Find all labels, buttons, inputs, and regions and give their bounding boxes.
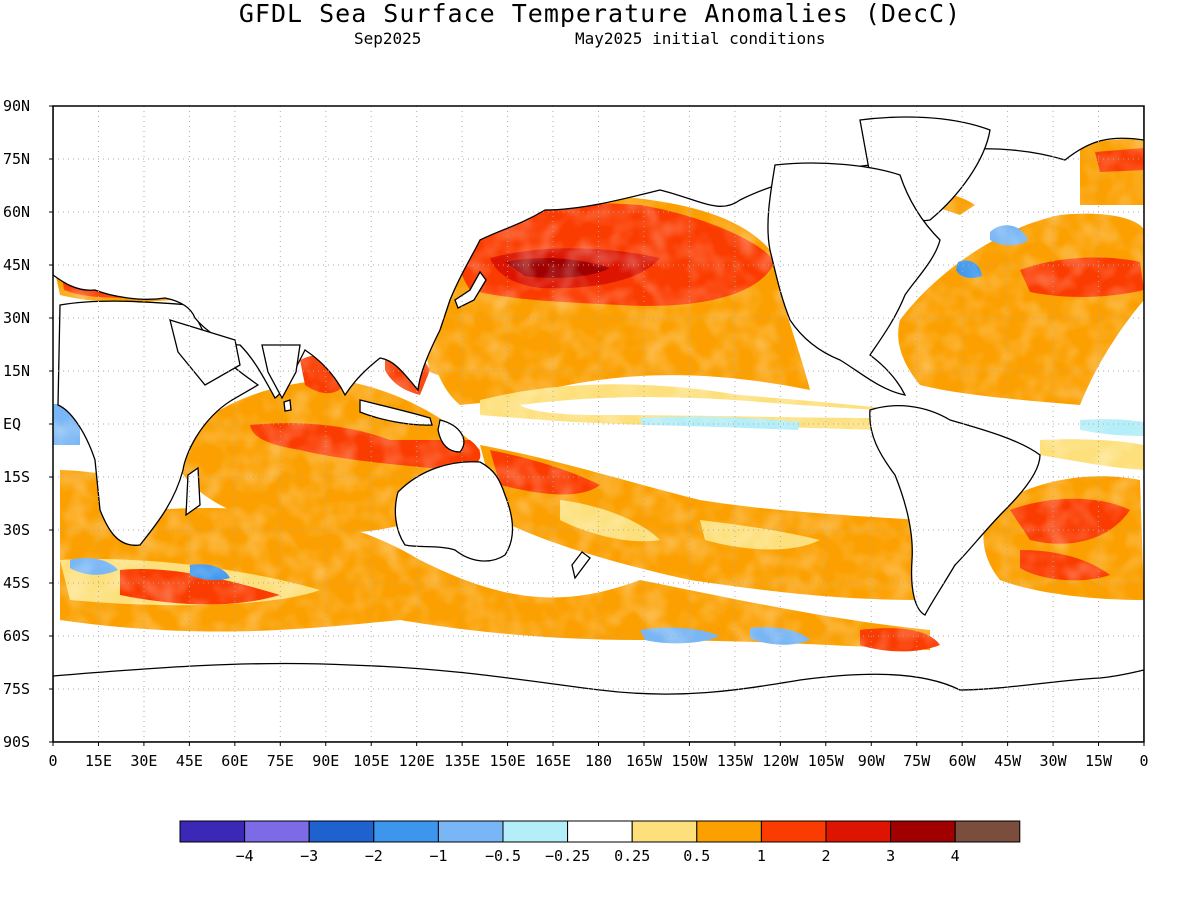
lat-tick-label: 60S — [3, 627, 30, 645]
latitude-axis: 90N 75N 60N 45N 30N 15N EQ 15S 30S 45S 60S 75S 90S — [3, 97, 53, 751]
colorbar-label: 3 — [886, 847, 895, 865]
lon-tick-label: 180 — [585, 752, 612, 770]
colorbar-swatch — [760, 820, 827, 843]
lon-tick-label: 165W — [626, 752, 663, 770]
colorbar-swatch — [567, 820, 633, 843]
lat-tick-label: 45S — [3, 574, 30, 592]
colorbar-label: −0.25 — [545, 847, 590, 865]
lon-tick-label: 75E — [267, 752, 294, 770]
colorbar-swatch — [308, 820, 375, 843]
colorbar-swatch — [179, 820, 246, 843]
lat-tick-label: 30S — [3, 521, 30, 539]
colorbar-label: −3 — [300, 847, 318, 865]
lat-tick-label: 75N — [3, 150, 30, 168]
lon-tick-label: 90E — [312, 752, 339, 770]
lon-tick-label: 150W — [671, 752, 708, 770]
lon-tick-label: 75W — [903, 752, 931, 770]
lat-tick-label: 60N — [3, 203, 30, 221]
colorbar-label: 2 — [821, 847, 830, 865]
colorbar-label: 1 — [757, 847, 766, 865]
lat-tick-label: 90S — [3, 733, 30, 751]
lon-tick-label: 45W — [994, 752, 1022, 770]
lon-tick-label: 45E — [176, 752, 203, 770]
lon-tick-label: 105E — [353, 752, 389, 770]
colorbar-swatch — [437, 820, 504, 843]
colorbar-label: 4 — [951, 847, 960, 865]
lat-tick-label: 15N — [3, 362, 30, 380]
colorbar-label: −0.5 — [485, 847, 521, 865]
lon-tick-label: 15E — [85, 752, 112, 770]
lon-tick-label: 30E — [130, 752, 157, 770]
lat-tick-label: 30N — [3, 309, 30, 327]
colorbar-label: 0.25 — [614, 847, 650, 865]
lon-tick-label: 150E — [490, 752, 526, 770]
lat-lon-grid — [53, 106, 1144, 742]
colorbar-swatch — [373, 820, 439, 843]
colorbar-swatch — [890, 820, 956, 843]
lon-tick-label: 0 — [48, 752, 57, 770]
colorbar-swatch — [502, 820, 569, 843]
valid-month-label: Sep2025 — [354, 29, 422, 48]
lon-tick-label: 60E — [221, 752, 248, 770]
lat-tick-label: 15S — [3, 468, 30, 486]
lat-tick-label: 45N — [3, 256, 30, 274]
initial-conditions-label: May2025 initial conditions — [575, 29, 826, 48]
lat-tick-label: 75S — [3, 680, 30, 698]
colorbar-swatch — [696, 820, 762, 843]
colorbar-label: −4 — [236, 847, 254, 865]
lon-tick-label: 15W — [1085, 752, 1113, 770]
colorbar-swatch — [954, 820, 1021, 843]
colorbar-label: −1 — [429, 847, 447, 865]
lon-tick-label: 135E — [444, 752, 480, 770]
lon-tick-label: 30W — [1040, 752, 1068, 770]
lat-tick-label: EQ — [3, 415, 21, 433]
coastlines — [53, 106, 1144, 742]
lon-tick-label: 135W — [717, 752, 754, 770]
lon-tick-label: 105W — [808, 752, 845, 770]
colorbar-label: 0.5 — [683, 847, 710, 865]
colorbar-label: −2 — [365, 847, 383, 865]
colorbar-swatch — [631, 820, 698, 843]
colorbar: −4 −3 −2 −1 −0.5 −0.25 0.25 0.5 1 2 3 4 — [179, 820, 1021, 865]
lon-tick-label: 90W — [858, 752, 886, 770]
lon-tick-label: 0 — [1139, 752, 1148, 770]
figure-title: GFDL Sea Surface Temperature Anomalies (… — [238, 0, 962, 28]
colorbar-swatch — [825, 820, 892, 843]
lat-tick-label: 90N — [3, 97, 30, 115]
lon-tick-label: 120E — [399, 752, 435, 770]
colorbar-swatch — [244, 820, 310, 843]
lon-tick-label: 120W — [762, 752, 799, 770]
lon-tick-label: 165E — [535, 752, 571, 770]
longitude-axis: 0 15E 30E 45E 60E 75E 90E 105E 120E 135E 150E 165E 1… — [48, 742, 1149, 770]
lon-tick-label: 60W — [949, 752, 977, 770]
